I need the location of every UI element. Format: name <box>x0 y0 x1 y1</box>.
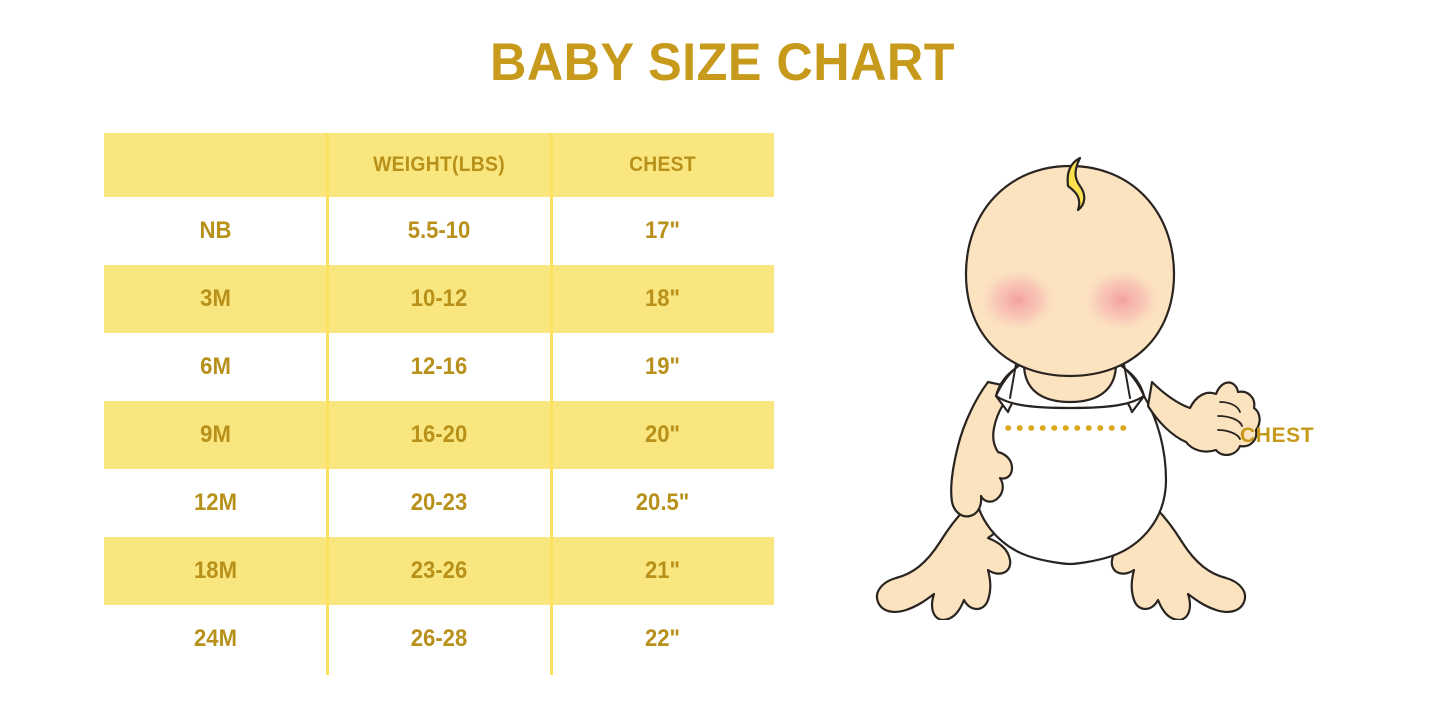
header-chest: CHEST <box>629 153 696 176</box>
cell-chest: 18" <box>644 285 681 312</box>
cell-chest: 20" <box>644 421 681 448</box>
table-row: 24M 26-28 22" <box>104 605 774 673</box>
cell-size: 12M <box>194 489 237 516</box>
cell-weight: 10-12 <box>410 285 468 312</box>
baby-right-arm <box>1146 380 1261 456</box>
header-weight: WEIGHT(LBS) <box>373 153 505 176</box>
cell-weight: 23-26 <box>410 557 468 584</box>
table-row: 9M 16-20 20" <box>104 401 774 469</box>
column-divider-2 <box>550 133 553 675</box>
table-row: 12M 20-23 20.5" <box>104 469 774 537</box>
cell-chest: 19" <box>644 353 681 380</box>
cell-weight: 5.5-10 <box>407 217 471 244</box>
cell-weight: 20-23 <box>410 489 468 516</box>
cell-weight: 16-20 <box>410 421 468 448</box>
cell-chest: 21" <box>644 557 681 584</box>
baby-onesie <box>972 394 1168 566</box>
cell-chest: 22" <box>644 625 681 652</box>
cell-weight: 12-16 <box>410 353 468 380</box>
cell-size: NB <box>199 217 232 244</box>
baby-hair-curl <box>1066 156 1086 212</box>
cell-size: 18M <box>194 557 237 584</box>
table-row: NB 5.5-10 17" <box>104 197 774 265</box>
cell-size: 24M <box>194 625 237 652</box>
chest-label: CHEST <box>1240 424 1315 447</box>
size-table: WEIGHT(LBS) CHEST NB 5.5-10 17" 3M 10-12… <box>104 133 774 675</box>
table-header-row: WEIGHT(LBS) CHEST <box>104 133 774 197</box>
cell-size: 6M <box>200 353 231 380</box>
baby-illustration <box>875 156 1261 620</box>
cell-chest: 20.5" <box>635 489 690 516</box>
table-row: 6M 12-16 19" <box>104 333 774 401</box>
baby-left-cheek <box>976 266 1060 334</box>
cell-chest: 17" <box>644 217 681 244</box>
baby-left-arm <box>950 380 1018 518</box>
cell-size: 9M <box>200 421 231 448</box>
table-row: 18M 23-26 21" <box>104 537 774 605</box>
cell-size: 3M <box>200 285 231 312</box>
page-title: BABY SIZE CHART <box>490 33 955 92</box>
table-row: 3M 10-12 18" <box>104 265 774 333</box>
cell-weight: 26-28 <box>410 625 468 652</box>
baby-right-cheek <box>1080 266 1164 334</box>
column-divider-1 <box>326 133 329 675</box>
